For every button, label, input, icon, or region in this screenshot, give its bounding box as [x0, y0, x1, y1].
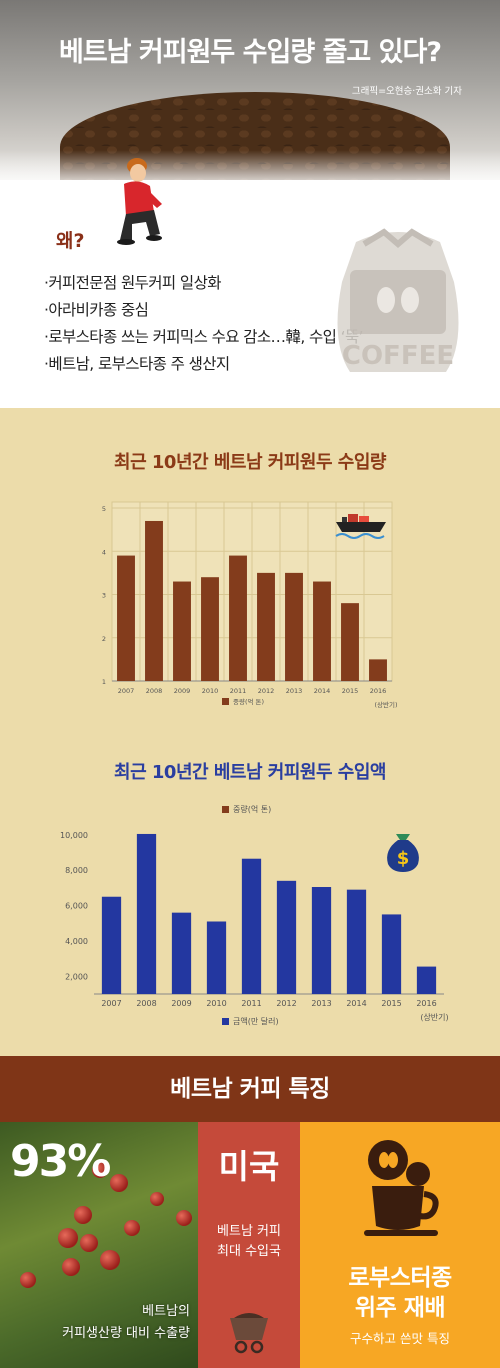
y-tick-label: 1 — [102, 678, 106, 686]
x-tick-label: 2015 — [342, 687, 359, 695]
x-tick-label: 2014 — [346, 999, 366, 1008]
bar-2011 — [229, 555, 247, 681]
main-crop-panel: 로부스터종 위주 재배 구수하고 쓴맛 특징 — [300, 1122, 500, 1368]
x-tick-label: 2009 — [171, 999, 191, 1008]
export-percent: 93% — [10, 1136, 111, 1187]
x-tick-label: 2011 — [241, 999, 261, 1008]
x-tick-label: 2008 — [146, 687, 163, 695]
bar-2012 — [257, 572, 275, 681]
bar-2011 — [241, 858, 262, 994]
top-importer-panel: 미국 베트남 커피 최대 수입국 — [198, 1122, 300, 1368]
x-tick-label: 2013 — [286, 687, 303, 695]
y-tick-label: 4,000 — [65, 937, 88, 946]
ship-icon — [335, 514, 386, 539]
cargo-cart-icon — [230, 1313, 268, 1354]
volume-chart-title: 최근 10년간 베트남 커피원두 수입량 — [114, 452, 386, 473]
svg-text:$: $ — [397, 848, 410, 869]
top-legend-swatch — [222, 806, 229, 813]
bar-2014 — [313, 581, 331, 681]
reason-item: ·베트남, 로부스타종 주 생산지 — [44, 355, 230, 373]
x-tick-label: 2008 — [136, 999, 156, 1008]
reason-list: ·커피전문점 원두커피 일상화 ·아라비카종 중심 ·로부스타종 쓰는 커피믹스… — [44, 270, 364, 378]
bar-2015 — [341, 603, 359, 681]
bar-2010 — [206, 921, 227, 994]
y-tick-label: 2 — [102, 635, 106, 643]
x-tick-label: 2011 — [230, 687, 247, 695]
export-caption-line1: 베트남의 — [142, 1304, 190, 1319]
y-tick-label: 2,000 — [65, 972, 88, 981]
reason-item: ·커피전문점 원두커피 일상화 — [44, 274, 222, 292]
x-tick-label: 2015 — [381, 999, 401, 1008]
top-importer-name: 미국 — [218, 1147, 280, 1186]
top-legend-label: 중량(억 톤) — [233, 804, 271, 814]
bar-2012 — [276, 880, 297, 994]
export-caption-line2: 커피생산량 대비 수출량 — [62, 1326, 190, 1341]
y-tick-label: 5 — [102, 505, 106, 513]
legend-label: 금액(만 달러) — [233, 1016, 279, 1026]
coffee-cup-icon — [364, 1140, 439, 1236]
bar-2008 — [145, 520, 163, 681]
bar-2007 — [101, 896, 122, 994]
half-year-note: (상반기) — [420, 1012, 448, 1022]
x-tick-label: 2010 — [202, 687, 219, 695]
x-tick-label: 2016 — [416, 999, 436, 1008]
export-ratio-panel: 93% 베트남의 커피생산량 대비 수출량 — [0, 1122, 198, 1368]
bar-2013 — [285, 572, 303, 681]
charts-section: 최근 10년간 베트남 커피원두 수입량 1 2 3 4 5 2007 2008 2009 20… — [0, 408, 500, 1056]
crouching-person-illustration — [117, 158, 162, 245]
legend-swatch — [222, 1018, 229, 1025]
bar-2013 — [311, 887, 332, 994]
y-tick-label: 10,000 — [60, 831, 88, 840]
x-tick-label: 2013 — [311, 999, 331, 1008]
features-band-title: 베트남 커피 특징 — [0, 1056, 500, 1122]
reason-item: ·아라비카종 중심 — [44, 301, 149, 319]
importer-caption-line2: 최대 수입국 — [217, 1244, 281, 1259]
bar-2007 — [117, 555, 135, 681]
importer-caption-line1: 베트남 커피 — [217, 1224, 281, 1239]
import-value-chart: 2,000 4,000 6,000 8,000 10,000 2007 2008 2009 20… — [60, 804, 449, 1026]
x-tick-label: 2016 — [370, 687, 387, 695]
page-title: 베트남 커피원두 수입량 줄고 있다? — [58, 37, 442, 68]
crop-taste-caption: 구수하고 쓴맛 특징 — [350, 1331, 450, 1346]
graphic-credit: 그래픽=오현승·권소화 기자 — [351, 86, 462, 97]
y-tick-label: 4 — [102, 548, 106, 556]
bar-2009 — [171, 912, 192, 994]
bar-2008 — [136, 833, 157, 994]
x-tick-label: 2012 — [258, 687, 275, 695]
coffee-bag-icon: COFFEE — [337, 228, 459, 372]
half-year-note: (상반기) — [374, 700, 397, 709]
value-chart-title: 최근 10년간 베트남 커피원두 수입액 — [114, 762, 386, 783]
x-tick-label: 2012 — [276, 999, 296, 1008]
x-tick-label: 2007 — [101, 999, 121, 1008]
money-bag-icon: $ — [387, 834, 419, 872]
intro-section: 왜? ·커피전문점 원두커피 일상화 ·아라비카종 중심 ·로부스타종 쓰는 커… — [0, 158, 500, 408]
y-tick-label: 8,000 — [65, 866, 88, 875]
legend-label: 중량(억 톤) — [233, 698, 264, 706]
x-tick-label: 2007 — [118, 687, 135, 695]
coffee-bag-label: COFFEE — [342, 341, 454, 371]
main-crop-line1: 로부스터종 — [348, 1265, 452, 1291]
x-tick-label: 2009 — [174, 687, 191, 695]
x-tick-label: 2010 — [206, 999, 226, 1008]
bar-2016 — [369, 659, 387, 681]
x-tick-label: 2014 — [314, 687, 331, 695]
bar-2015 — [381, 914, 402, 994]
bar-2016 — [416, 966, 437, 994]
header-banner: 베트남 커피원두 수입량 줄고 있다? 그래픽=오현승·권소화 기자 — [0, 0, 500, 180]
legend-swatch — [222, 698, 229, 705]
y-tick-label: 6,000 — [65, 902, 88, 911]
reason-item: ·로부스타종 쓰는 커피믹스 수요 감소…韓, 수입 ‘뚝’ — [44, 328, 364, 346]
main-crop-line2: 위주 재배 — [354, 1295, 446, 1321]
y-tick-label: 3 — [102, 592, 106, 600]
bar-2014 — [346, 889, 367, 994]
why-label: 왜? — [56, 230, 85, 252]
bar-2009 — [173, 581, 191, 681]
bar-2010 — [201, 577, 219, 681]
import-volume-chart: 1 2 3 4 5 2007 2008 2009 2010 2011 2012 2013 2014 201… — [102, 501, 398, 709]
